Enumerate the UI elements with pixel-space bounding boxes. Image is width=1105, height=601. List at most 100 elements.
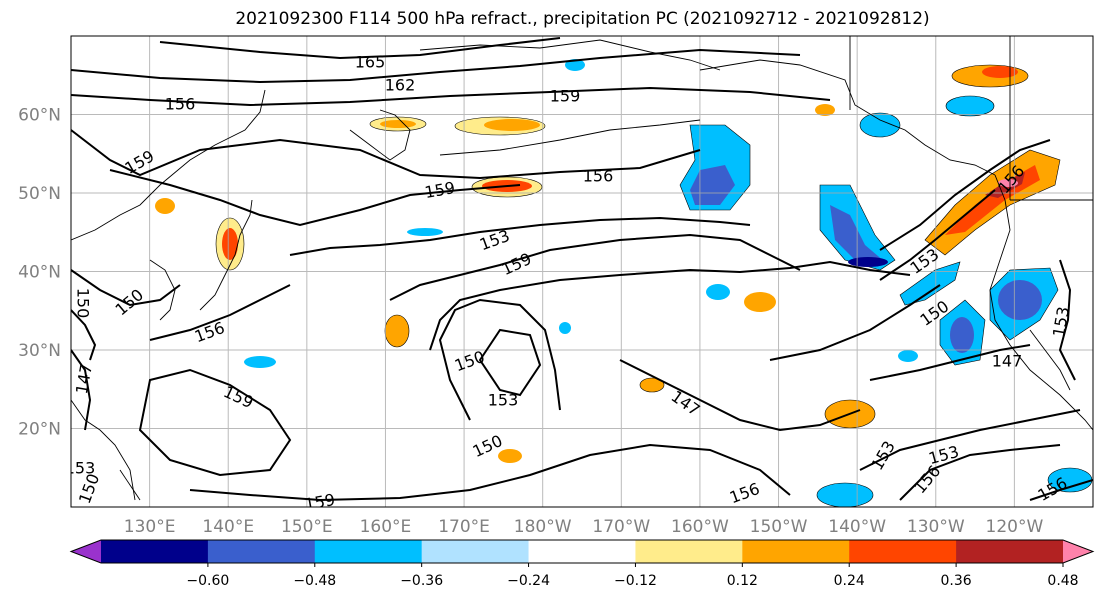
- colorbar-tick-label: 0.48: [1047, 573, 1078, 589]
- colorbar-segment: [101, 540, 209, 563]
- precip-patch: [744, 292, 776, 312]
- contour-156-south: [189, 443, 791, 502]
- coastline-japan: [199, 199, 253, 311]
- precip-patch: [155, 198, 175, 214]
- colorbar-tick-label: −0.60: [186, 573, 229, 589]
- contour-label: 153: [488, 391, 519, 410]
- longitude-label: 130°W: [907, 517, 965, 537]
- precip-patch-band: [899, 261, 961, 306]
- contour-156-southeast: [899, 444, 1061, 501]
- contour-156-northeast: [879, 139, 1051, 251]
- contour-159-north: [71, 86, 831, 107]
- precip-patch: [559, 322, 571, 334]
- contour-147-west: [71, 349, 92, 431]
- longitude-label: 150°E: [281, 517, 333, 537]
- longitude-label: 170°W: [592, 517, 650, 537]
- contour-159-mid: [109, 169, 521, 227]
- contour-label: 150: [74, 288, 93, 319]
- colorbar-tick-label: −0.12: [614, 573, 657, 589]
- colorbar-segment: [849, 540, 957, 563]
- precip-patch: [244, 356, 276, 368]
- contour-153-west: [71, 309, 97, 361]
- colorbar-arrow-min: [71, 540, 101, 563]
- longitude-label: 140°E: [202, 517, 254, 537]
- latitude-labels: 60°N 50°N 40°N 30°N 20°N: [18, 106, 61, 440]
- longitude-label: 180°W: [514, 517, 572, 537]
- gridlines: [71, 36, 1093, 507]
- precip-patch: [639, 377, 665, 393]
- contour-label: 159: [303, 490, 336, 514]
- longitude-label: 130°E: [124, 517, 176, 537]
- contour-159-south: [138, 368, 292, 477]
- colorbar-tick-label: −0.48: [293, 573, 336, 589]
- colorbar-segment: [421, 540, 530, 563]
- precip-patch: [859, 112, 901, 138]
- colorbar-tick-labels: −0.60 −0.48 −0.36 −0.24 −0.12 0.12 0.24 0.36 0.4…: [186, 563, 1079, 589]
- coastlines: [71, 36, 1093, 501]
- colorbar-segment: [314, 540, 423, 563]
- precip-patch: [498, 449, 522, 463]
- colorbar-segments: [69, 539, 1095, 564]
- contour-label: 165: [355, 53, 386, 72]
- precip-patch: [982, 66, 1018, 78]
- contour-165: [159, 37, 561, 60]
- refractivity-contours: [71, 37, 1093, 502]
- contour-label: 159: [550, 87, 581, 106]
- colorbar-arrow-max: [1063, 540, 1093, 563]
- longitude-label: 150°W: [750, 517, 808, 537]
- longitude-labels: 130°E 140°E 150°E 160°E 170°E 180°W 170°W 160°W…: [124, 517, 1044, 537]
- contour-150-trough: [429, 260, 911, 351]
- contour-150-east: [769, 284, 941, 361]
- contour-150-inner: [438, 298, 561, 421]
- precip-patch: [816, 482, 874, 507]
- coastline-aleutians: [439, 119, 701, 156]
- precip-patch: [407, 228, 443, 236]
- contour-159-southeast: [1029, 479, 1093, 501]
- longitude-label: 160°W: [671, 517, 729, 537]
- precip-patch: [222, 228, 238, 260]
- precip-patch: [848, 257, 888, 267]
- precip-patch: [950, 317, 974, 353]
- latitude-label: 30°N: [18, 341, 61, 361]
- coastline-alaska: [699, 59, 996, 176]
- longitude-label: 170°E: [438, 517, 490, 537]
- longitude-label: 160°E: [360, 517, 412, 537]
- colorbar-segment: [635, 540, 743, 563]
- contour-162: [71, 48, 801, 84]
- positive-precip-patches: [155, 64, 1061, 463]
- contour-153-northeast: [879, 189, 996, 281]
- coastline-korea: [149, 259, 176, 321]
- longitude-label: 140°W: [828, 517, 886, 537]
- coastline-siberia-north: [419, 39, 721, 71]
- contour-label: 156: [165, 95, 196, 114]
- coastline-philippines: [119, 469, 141, 501]
- colorbar-tick-label: 0.36: [941, 573, 972, 589]
- map-frame: [70, 35, 1094, 508]
- contour-label: 156: [583, 167, 614, 186]
- contour-147-east: [619, 359, 861, 432]
- colorbar-tick-label: −0.24: [507, 573, 550, 589]
- precip-patch: [815, 104, 835, 116]
- coastline-north-america: [989, 174, 1093, 431]
- precip-patch: [706, 284, 730, 300]
- contour-156-west: [149, 284, 291, 341]
- contour-label: 147: [992, 352, 1023, 371]
- colorbar-segment: [207, 540, 316, 563]
- contour-153-southeast: [859, 409, 1081, 471]
- precip-patch: [945, 95, 995, 117]
- latitude-label: 40°N: [18, 263, 61, 283]
- precip-patch: [898, 350, 918, 362]
- contour-label: 153: [65, 459, 96, 478]
- colorbar-tick-label: 0.12: [727, 573, 758, 589]
- contour-153-far-east: [1058, 259, 1076, 381]
- colorbar-segment: [528, 540, 636, 563]
- contour-153-loop: [478, 328, 542, 397]
- precip-patch: [998, 280, 1042, 320]
- contour-156-north: [71, 129, 701, 180]
- precip-patch: [998, 179, 1018, 187]
- contour-153: [289, 216, 751, 256]
- latitude-label: 50°N: [18, 184, 61, 204]
- longitude-label: 120°W: [986, 517, 1044, 537]
